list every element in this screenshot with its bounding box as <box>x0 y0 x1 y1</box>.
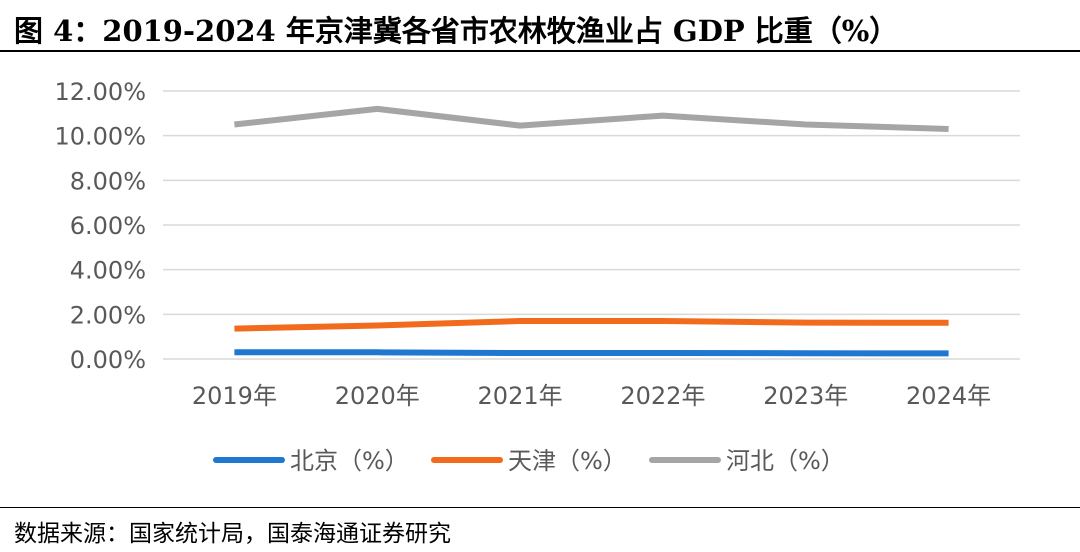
legend-label: 天津（%） <box>508 447 627 475</box>
x-tick-label: 2020年 <box>335 382 420 410</box>
x-tick-label: 2019年 <box>192 382 277 410</box>
y-tick-label: 10.00% <box>54 123 146 151</box>
y-tick-label: 0.00% <box>70 346 146 374</box>
y-tick-label: 8.00% <box>70 167 146 195</box>
y-tick-label: 6.00% <box>70 212 146 240</box>
x-tick-label: 2021年 <box>478 382 563 410</box>
x-tick-label: 2023年 <box>763 382 848 410</box>
y-tick-label: 4.00% <box>70 257 146 285</box>
legend: 北京（%） 天津（%） 河北（%） <box>213 447 845 475</box>
gridlines <box>163 90 1020 360</box>
line-chart: 0.00% 2.00% 4.00% 6.00% 8.00% 10.00% 12.00% 20… <box>54 78 1020 475</box>
source-rule <box>0 507 1080 508</box>
figure-title: 图 4：2019-2024 年京津冀各省市农林牧渔业占 GDP 比重（%） <box>14 14 899 48</box>
y-axis-ticks: 0.00% 2.00% 4.00% 6.00% 8.00% 10.00% 12.00% <box>54 78 146 374</box>
source-note: 数据来源：国家统计局，国泰海通证券研究 <box>14 521 451 547</box>
legend-label: 河北（%） <box>726 447 845 475</box>
series-lines <box>234 105 949 357</box>
title-rule <box>0 50 1080 52</box>
legend-label: 北京（%） <box>290 447 409 475</box>
x-tick-label: 2022年 <box>620 382 705 410</box>
y-tick-label: 12.00% <box>54 78 146 106</box>
series-line <box>234 105 949 132</box>
series-line <box>234 349 949 357</box>
x-tick-label: 2024年 <box>906 382 991 410</box>
x-axis-ticks: 2019年 2020年 2021年 2022年 2023年 2024年 <box>192 382 991 410</box>
series-line <box>234 318 949 332</box>
y-tick-label: 2.00% <box>70 301 146 329</box>
